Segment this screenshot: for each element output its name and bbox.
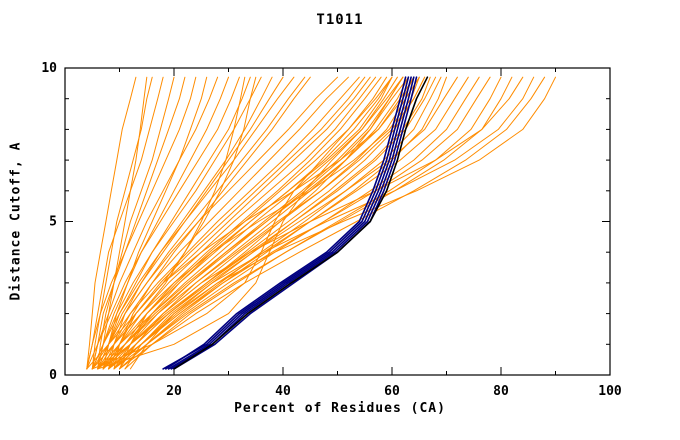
- orange-model-curves: [91, 76, 360, 370]
- orange-model-curves: [119, 76, 546, 370]
- orange-model-curves: [119, 76, 524, 370]
- orange-model-curves: [86, 76, 164, 370]
- orange-model-curves: [97, 76, 273, 370]
- chart-title: T1011: [316, 12, 364, 28]
- x-tick-label: 0: [61, 384, 69, 399]
- orange-model-curves: [97, 76, 426, 370]
- x-tick-label: 40: [275, 384, 291, 399]
- orange-model-curves: [124, 76, 502, 370]
- orange-model-curves: [91, 76, 153, 370]
- orange-model-curves: [129, 76, 556, 370]
- x-tick-label: 60: [384, 384, 400, 399]
- navy-highlighted-curves: [170, 76, 415, 370]
- orange-model-curves: [91, 76, 219, 370]
- orange-model-curves: [86, 76, 197, 370]
- x-tick-label: 100: [598, 384, 622, 399]
- orange-model-curves: [102, 76, 349, 370]
- orange-model-curves: [91, 76, 382, 370]
- orange-model-curves: [91, 76, 393, 370]
- x-axis-label: Percent of Residues (CA): [234, 401, 446, 416]
- black-highlighted-curve: [173, 76, 429, 370]
- orange-model-curves: [102, 76, 251, 370]
- orange-model-curves: [108, 76, 491, 370]
- orange-model-curves: [108, 76, 415, 370]
- orange-model-curves: [97, 76, 175, 370]
- orange-model-curves: [113, 76, 513, 370]
- orange-model-curves: [102, 76, 398, 370]
- orange-model-curves: [86, 76, 240, 370]
- navy-highlighted-curves: [165, 76, 407, 370]
- y-tick-label: 0: [49, 368, 57, 383]
- y-tick-label: 10: [41, 61, 57, 76]
- navy-highlighted-curves: [167, 76, 412, 370]
- x-tick-label: 20: [166, 384, 182, 399]
- x-tick-label: 80: [493, 384, 509, 399]
- orange-model-curves: [97, 76, 229, 370]
- y-tick-label: 5: [49, 215, 57, 230]
- orange-model-curves: [97, 76, 338, 370]
- orange-model-curves: [97, 76, 404, 370]
- orange-model-curves: [86, 76, 257, 370]
- orange-model-curves: [102, 76, 420, 370]
- navy-highlighted-curves: [162, 76, 410, 370]
- orange-model-curves: [91, 76, 295, 370]
- orange-model-curves: [86, 76, 137, 370]
- orange-model-curves: [102, 76, 377, 370]
- orange-model-curves: [124, 76, 535, 370]
- orange-model-curves: [91, 76, 186, 370]
- orange-model-curves: [119, 76, 420, 370]
- orange-model-curves: [97, 76, 371, 370]
- orange-model-curves: [91, 76, 262, 370]
- orange-model-curves: [108, 76, 458, 370]
- plot-frame: [64, 67, 611, 376]
- orange-model-curves: [108, 76, 404, 370]
